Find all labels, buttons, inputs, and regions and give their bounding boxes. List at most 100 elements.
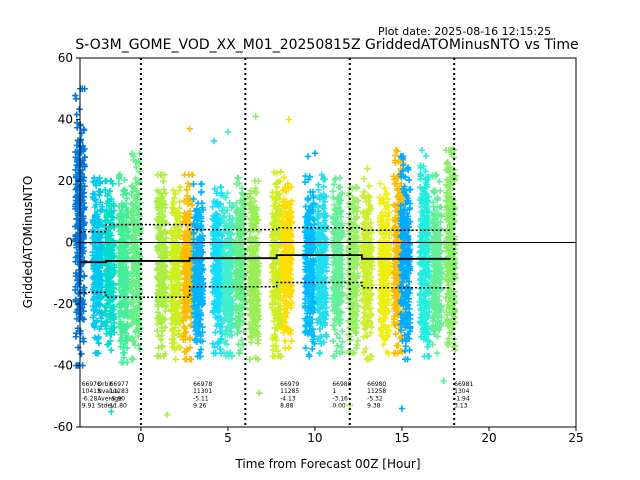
data-point-col0 xyxy=(72,154,79,161)
data-point-col3 xyxy=(122,295,129,302)
data-point-col0 xyxy=(80,174,88,181)
data-point-col1 xyxy=(91,279,99,286)
data-point-col3 xyxy=(121,186,129,194)
data-point-col8 xyxy=(191,323,198,331)
data-point-col12 xyxy=(246,356,254,363)
data-point-col1 xyxy=(98,292,105,300)
data-point-col4 xyxy=(129,204,137,212)
data-point-col8 xyxy=(190,195,197,203)
data-point-col5 xyxy=(157,195,164,203)
data-point-col5 xyxy=(160,178,167,185)
data-point-col8 xyxy=(190,229,198,236)
data-point-col3 xyxy=(115,214,123,222)
data-point-col2 xyxy=(101,310,109,317)
data-point-col9 xyxy=(216,345,224,353)
data-point-col3 xyxy=(115,249,123,257)
data-point-col5 xyxy=(154,224,161,232)
data-point-col8 xyxy=(196,248,203,255)
data-point-col7 xyxy=(184,180,192,187)
data-point-col5 xyxy=(157,250,165,258)
data-point-col2 xyxy=(108,272,116,280)
data-point-col1 xyxy=(95,350,102,357)
data-point-col8 xyxy=(198,294,205,302)
data-point-col4 xyxy=(134,271,141,278)
data-point-col2 xyxy=(111,324,118,331)
data-point-col3 xyxy=(121,325,129,333)
data-point-col4 xyxy=(136,150,143,157)
data-point-col0 xyxy=(72,269,80,277)
data-point-col2 xyxy=(105,340,112,348)
data-point-col0 xyxy=(73,119,81,126)
data-point-col3 xyxy=(123,214,130,221)
data-point-col1 xyxy=(91,212,99,220)
data-point-col2 xyxy=(110,303,118,310)
data-point-col3 xyxy=(122,252,129,259)
data-point-col0 xyxy=(72,232,79,240)
data-point-col7 xyxy=(188,201,196,209)
data-point-col6 xyxy=(177,183,184,191)
data-point-col3 xyxy=(124,307,131,314)
data-point-col0 xyxy=(72,283,79,290)
data-point-col17 xyxy=(336,183,344,191)
data-point-col2 xyxy=(108,232,115,239)
data-point-col8 xyxy=(196,268,203,275)
data-point-col8 xyxy=(194,200,202,207)
data-point-col6 xyxy=(176,187,183,194)
data-point-col4 xyxy=(133,238,140,245)
data-point-col8 xyxy=(199,232,206,240)
data-point-col5 xyxy=(160,186,168,193)
data-point-col9 xyxy=(212,350,220,357)
data-point-col9 xyxy=(212,329,219,336)
data-point-col4 xyxy=(129,298,136,305)
plot-date: Plot date: 2025-08-16 12:15:25 xyxy=(378,25,551,38)
data-point-col5 xyxy=(162,244,170,252)
data-point-col4 xyxy=(135,302,142,309)
data-point-col7 xyxy=(183,346,191,353)
data-point-col4 xyxy=(134,224,141,231)
data-point-col1 xyxy=(94,283,101,291)
data-point-col6 xyxy=(168,209,176,216)
data-point-col5 xyxy=(154,353,161,360)
data-point-col5 xyxy=(156,278,164,285)
data-point-col3 xyxy=(116,258,124,266)
data-point-col6 xyxy=(172,356,179,363)
data-point-col7 xyxy=(181,325,188,332)
data-point-col5 xyxy=(162,350,169,358)
data-point-col1 xyxy=(96,325,103,333)
data-point-col8 xyxy=(196,349,203,356)
data-point-col6 xyxy=(176,220,184,227)
data-point-col1 xyxy=(97,199,104,206)
data-point-col6 xyxy=(176,271,184,278)
data-point-col3 xyxy=(115,180,123,187)
data-point-col1 xyxy=(96,192,103,199)
data-point-col5 xyxy=(157,222,165,230)
data-point-col0 xyxy=(77,191,85,199)
data-point-col6 xyxy=(172,231,180,238)
data-point-col7 xyxy=(183,300,190,307)
data-point-col0 xyxy=(79,186,86,193)
data-point-col5 xyxy=(157,171,164,179)
data-point-col4 xyxy=(133,312,141,320)
data-point-col3 xyxy=(115,300,123,308)
data-point-col2 xyxy=(110,281,117,289)
data-point-col2 xyxy=(102,320,109,328)
data-point-col8 xyxy=(190,180,197,188)
data-point-col6 xyxy=(169,344,176,351)
data-point-col18 xyxy=(353,183,360,191)
data-point-col8 xyxy=(196,267,204,274)
data-point-col8 xyxy=(198,239,205,247)
data-point-col1 xyxy=(90,296,97,304)
data-point-col7 xyxy=(187,321,195,328)
data-point-col3 xyxy=(124,249,131,256)
data-point-col6 xyxy=(170,282,177,290)
data-point-col3 xyxy=(120,233,127,240)
data-point-col4 xyxy=(128,321,135,328)
data-point-col3 xyxy=(119,191,127,199)
data-point-col0 xyxy=(80,316,87,323)
data-point-col7 xyxy=(180,244,188,252)
data-point-col6 xyxy=(175,211,182,219)
data-point-col0 xyxy=(79,230,86,238)
data-point-col17 xyxy=(334,342,341,350)
data-point-col6 xyxy=(172,207,179,215)
